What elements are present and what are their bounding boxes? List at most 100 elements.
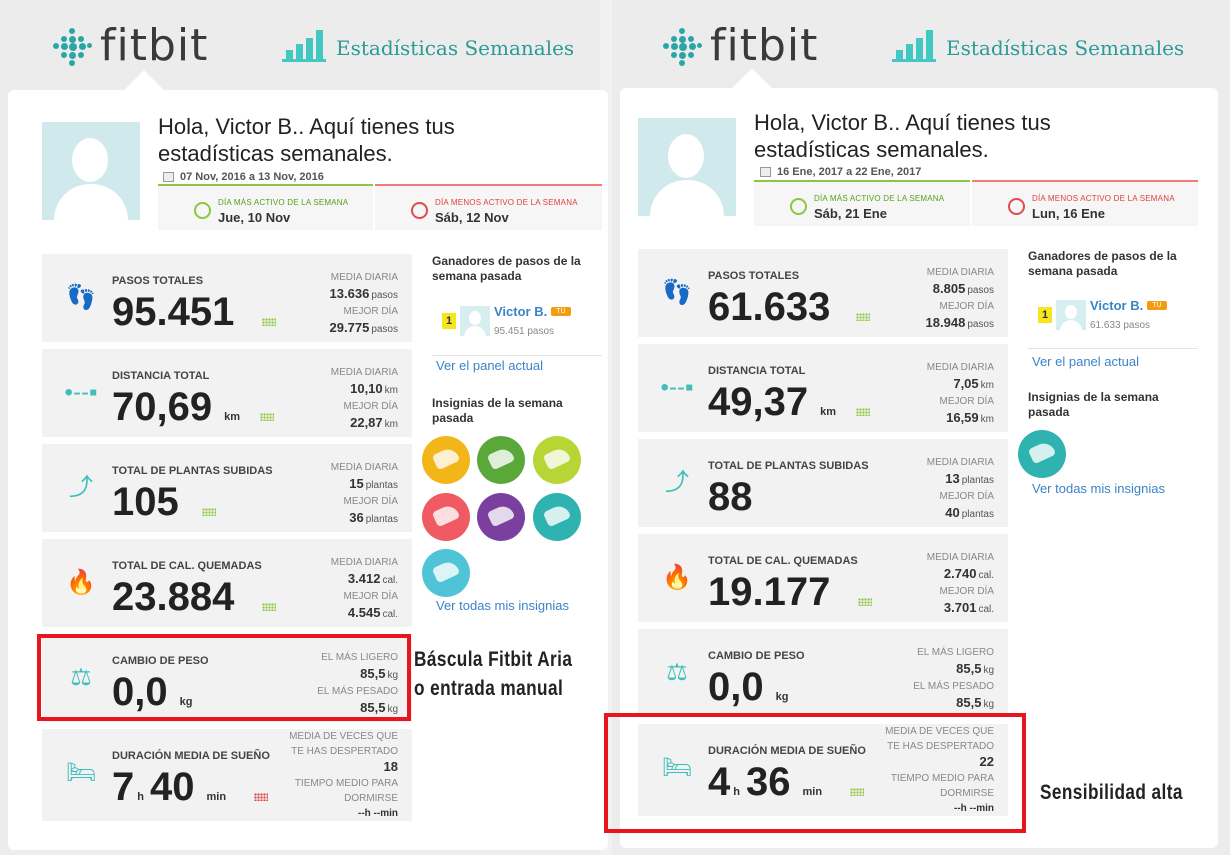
calories-card: 🔥 TOTAL DE CAL. QUEMADAS 23.884 MEDIA DI… bbox=[42, 539, 412, 627]
sleep-side: MEDIA DE VECES QUE TE HAS DESPERTADO 22 … bbox=[885, 726, 994, 814]
fitbit-logo-icon bbox=[52, 26, 92, 66]
avatar bbox=[42, 122, 140, 220]
steps-card: 👣 PASOS TOTALES 61.633 MEDIA DIARIA 8.80… bbox=[638, 249, 1008, 337]
most-active-label: DÍA MÁS ACTIVO DE LA SEMANA bbox=[814, 194, 945, 203]
least-active-day: DÍA MENOS ACTIVO DE LA SEMANA Sáb, 12 No… bbox=[375, 184, 602, 230]
most-active-value: Sáb, 21 Ene bbox=[814, 206, 887, 221]
you-badge: TÚ bbox=[551, 307, 571, 317]
winners-title: Ganadores de pasos de la semana pasada bbox=[432, 254, 581, 283]
floors-side: MEDIA DIARIA 13 plantas MEJOR DÍA 40 plant… bbox=[926, 457, 994, 520]
winner-row[interactable]: 1 Victor B. TÚ 95.451 pasos bbox=[442, 303, 571, 339]
sleep-value: 4 h 36 min bbox=[708, 760, 823, 804]
least-active-value: Sáb, 12 Nov bbox=[435, 210, 509, 225]
steps-sparkline bbox=[262, 318, 276, 326]
calendar-icon bbox=[163, 172, 174, 182]
badge-icon[interactable] bbox=[533, 436, 581, 484]
badge-icon[interactable] bbox=[422, 549, 470, 597]
smile-icon bbox=[790, 198, 807, 215]
footsteps-icon: 👣 bbox=[66, 284, 96, 311]
sleep-side: MEDIA DE VECES QUE TE HAS DESPERTADO 18 … bbox=[289, 731, 398, 819]
flame-icon: 🔥 bbox=[662, 564, 692, 591]
current-panel-link[interactable]: Ver el panel actual bbox=[1032, 354, 1139, 369]
distance-side: MEDIA DIARIA 7,05 km MEJOR DÍA 16,59 km bbox=[926, 362, 994, 425]
most-active-label: DÍA MÁS ACTIVO DE LA SEMANA bbox=[218, 198, 349, 207]
calories-sparkline bbox=[858, 598, 872, 606]
badge-icon[interactable] bbox=[533, 493, 581, 541]
sleep-title: DURACIÓN MEDIA DE SUEÑO bbox=[708, 745, 866, 757]
winner-name[interactable]: Victor B. bbox=[1090, 298, 1144, 313]
steps-value: 95.451 bbox=[112, 290, 235, 334]
current-panel-link[interactable]: Ver el panel actual bbox=[436, 358, 543, 373]
footsteps-icon: 👣 bbox=[662, 279, 692, 306]
email-card: Hola, Victor B.. Aquí tienes tus estadís… bbox=[8, 70, 608, 850]
aria-caption: Báscula Fitbit Aria o entrada manual bbox=[414, 648, 573, 700]
floors-card: ⤴ TOTAL DE PLANTAS SUBIDAS 88 MEDIA DIAR… bbox=[638, 439, 1008, 527]
weight-card: ⚖ CAMBIO DE PESO 0,0 kg EL MÁS LIGERO 85,… bbox=[638, 629, 1008, 717]
badge-icon[interactable] bbox=[477, 436, 525, 484]
calories-side: MEDIA DIARIA 2.740 cal. MEJOR DÍA 3.701 ca… bbox=[926, 552, 994, 615]
steps-title: PASOS TOTALES bbox=[112, 275, 204, 287]
badges-title: Insignias de la semana pasada bbox=[1028, 390, 1159, 419]
fitbit-logo-text: fitbit bbox=[100, 20, 209, 71]
scale-icon: ⚖ bbox=[666, 659, 688, 686]
sensitivity-caption: Sensibilidad alta bbox=[1040, 781, 1183, 804]
least-active-day: DÍA MENOS ACTIVO DE LA SEMANA Lun, 16 En… bbox=[972, 180, 1198, 226]
winner-name[interactable]: Victor B. bbox=[494, 304, 548, 319]
badge-icon[interactable] bbox=[1018, 430, 1066, 478]
weight-side: EL MÁS LIGERO 85,5 kg EL MÁS PESADO 85,5 k… bbox=[317, 652, 398, 715]
calories-title: TOTAL DE CAL. QUEMADAS bbox=[112, 560, 262, 572]
calories-sparkline bbox=[262, 603, 276, 611]
calories-value: 19.177 bbox=[708, 570, 831, 614]
weekly-stats-title: Estadísticas Semanales bbox=[336, 36, 575, 60]
distance-side: MEDIA DIARIA 10,10 km MEJOR DÍA 22,87 km bbox=[330, 367, 398, 430]
winner-rank: 1 bbox=[442, 313, 456, 329]
most-active-day: DÍA MÁS ACTIVO DE LA SEMANA Jue, 10 Nov bbox=[158, 184, 373, 230]
all-badges-link[interactable]: Ver todas mis insignias bbox=[1032, 481, 1165, 496]
right-email-panel: fitbit Estadísticas Semanales Hola, Vict… bbox=[604, 0, 1230, 855]
steps-value: 61.633 bbox=[708, 285, 831, 329]
floors-title: TOTAL DE PLANTAS SUBIDAS bbox=[708, 460, 869, 472]
date-range: 07 Nov, 2016 a 13 Nov, 2016 bbox=[163, 171, 324, 183]
floors-title: TOTAL DE PLANTAS SUBIDAS bbox=[112, 465, 273, 477]
distance-value: 49,37 km bbox=[708, 380, 837, 424]
fitbit-logo: fitbit bbox=[662, 20, 818, 71]
calories-card: 🔥 TOTAL DE CAL. QUEMADAS 19.177 MEDIA DI… bbox=[638, 534, 1008, 622]
fitbit-logo: fitbit bbox=[52, 20, 208, 71]
all-badges-link[interactable]: Ver todas mis insignias bbox=[436, 598, 569, 613]
winner-avatar bbox=[1056, 300, 1086, 330]
divider bbox=[1028, 348, 1198, 349]
floors-value: 88 bbox=[708, 475, 753, 519]
smile-icon bbox=[194, 202, 211, 219]
steps-side: MEDIA DIARIA 8.805 pasos MEJOR DÍA 18.948… bbox=[925, 267, 994, 330]
greeting: Hola, Victor B.. Aquí tienes tus estadís… bbox=[754, 110, 1051, 162]
weight-side: EL MÁS LIGERO 85,5 kg EL MÁS PESADO 85,5 k… bbox=[913, 647, 994, 710]
steps-card: 👣 PASOS TOTALES 95.451 MEDIA DIARIA 13.6… bbox=[42, 254, 412, 342]
sleep-sparkline bbox=[850, 788, 864, 796]
calories-side: MEDIA DIARIA 3.412 cal. MEJOR DÍA 4.545 ca… bbox=[330, 557, 398, 620]
bar-chart-icon bbox=[282, 28, 326, 62]
flame-icon: 🔥 bbox=[66, 569, 96, 596]
winner-row[interactable]: 1 Victor B. TÚ 61.633 pasos bbox=[1038, 297, 1167, 333]
weight-title: CAMBIO DE PESO bbox=[112, 655, 209, 667]
frown-icon bbox=[1008, 198, 1025, 215]
floors-side: MEDIA DIARIA 15 plantas MEJOR DÍA 36 plant… bbox=[330, 462, 398, 525]
badge-icon[interactable] bbox=[422, 493, 470, 541]
header: fitbit Estadísticas Semanales bbox=[0, 0, 600, 90]
fitbit-logo-icon bbox=[662, 26, 702, 66]
steps-title: PASOS TOTALES bbox=[708, 270, 800, 282]
calendar-icon bbox=[760, 167, 771, 177]
least-active-label: DÍA MENOS ACTIVO DE LA SEMANA bbox=[435, 198, 578, 207]
badge-icon[interactable] bbox=[477, 493, 525, 541]
distance-sparkline bbox=[856, 408, 870, 416]
sleep-value: 7 h 40 min bbox=[112, 765, 227, 809]
distance-title: DISTANCIA TOTAL bbox=[708, 365, 806, 377]
badge-icon[interactable] bbox=[422, 436, 470, 484]
floors-card: ⤴ TOTAL DE PLANTAS SUBIDAS 105 MEDIA DIA… bbox=[42, 444, 412, 532]
calories-value: 23.884 bbox=[112, 575, 235, 619]
winner-steps: 61.633 pasos bbox=[1090, 320, 1151, 331]
distance-icon: •--▪ bbox=[64, 379, 98, 406]
weekly-stats-heading: Estadísticas Semanales bbox=[282, 28, 574, 62]
winner-steps: 95.451 pasos bbox=[494, 326, 555, 337]
weight-value: 0,0 kg bbox=[112, 670, 193, 714]
bar-chart-icon bbox=[892, 28, 936, 62]
